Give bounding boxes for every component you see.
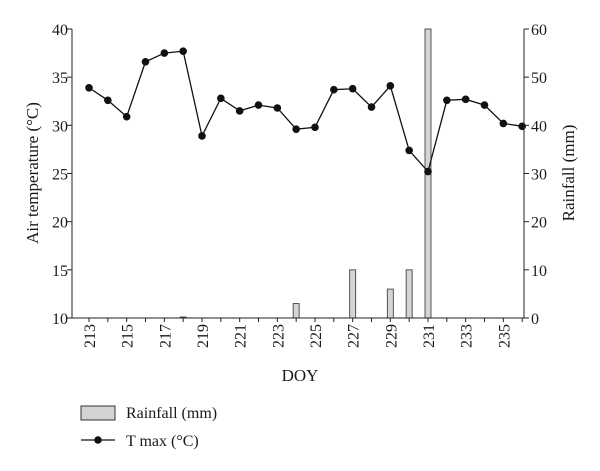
rainfall-bars: [179, 28, 432, 319]
x-ticks: 213 215 217 219 221 223 225 227 229 231 233 235: [82, 318, 523, 348]
legend-tmax-label: T max (°C): [126, 433, 199, 450]
x-tick-label: 213: [82, 324, 99, 348]
tmax-point: [141, 57, 150, 66]
tmax-line-series: [85, 47, 526, 176]
tmax-point: [198, 132, 206, 140]
tmax-point: [330, 85, 338, 94]
right-y-tick-label: 30: [531, 167, 547, 184]
legend-rainfall-swatch: [80, 405, 116, 421]
x-tick-label: 221: [233, 324, 250, 348]
tmax-point: [179, 47, 187, 55]
x-tick-label: 231: [421, 324, 438, 348]
tmax-point: [443, 96, 451, 105]
right-y-tick-label: 60: [531, 22, 547, 39]
x-tick-label: 219: [195, 324, 212, 348]
left-y-tick-label: 30: [52, 118, 68, 135]
x-tick-label: 215: [120, 324, 137, 348]
x-tick-label: 225: [308, 324, 325, 348]
left-y-tick-label: 25: [52, 167, 68, 184]
right-y-tick-label: 50: [531, 70, 547, 87]
tmax-point: [311, 123, 319, 132]
tmax-point: [424, 167, 432, 176]
left-y-tick-label: 15: [52, 263, 68, 280]
legend: Rainfall (mm) T max (°C): [80, 405, 217, 450]
left-y-tick-label: 20: [52, 215, 68, 232]
x-tick-label: 235: [496, 324, 513, 348]
rainfall-bar: [386, 288, 394, 319]
tmax-point: [235, 107, 244, 115]
left-y-ticks: 10 15 20 25 30 35 40: [52, 22, 72, 328]
tmax-point: [499, 119, 508, 128]
legend-tmax-marker: [94, 436, 102, 444]
tmax-point: [254, 101, 263, 109]
rainfall-bar: [405, 269, 413, 319]
x-tick-label: 223: [270, 324, 287, 348]
tmax-point: [292, 125, 300, 133]
x-tick-label: 217: [157, 324, 174, 348]
plot-area: [85, 28, 526, 319]
tmax-point: [518, 122, 526, 131]
tmax-point: [273, 104, 282, 112]
right-y-ticks: 0 10 20 30 40 50 60: [524, 22, 547, 328]
tmax-point: [348, 84, 357, 93]
tmax-point: [386, 82, 395, 90]
tmax-point: [480, 101, 489, 109]
tmax-line: [88, 50, 523, 173]
right-y-tick-label: 40: [531, 118, 547, 135]
tmax-point: [405, 146, 413, 155]
tmax-point: [367, 103, 376, 111]
right-y-tick-label: 20: [531, 215, 547, 232]
x-axis-title: DOY: [282, 366, 319, 385]
left-y-axis-title: Air temperature (°C): [23, 102, 42, 244]
right-y-tick-label: 10: [531, 263, 547, 280]
tmax-point: [217, 94, 225, 103]
tmax-point: [160, 49, 169, 57]
tmax-point: [461, 95, 470, 104]
tmax-point: [85, 83, 93, 92]
left-y-tick-label: 35: [52, 70, 68, 87]
rainfall-bar: [349, 269, 357, 319]
rainfall-bar: [292, 303, 300, 319]
tmax-point: [122, 112, 131, 121]
x-tick-label: 233: [459, 324, 476, 348]
x-tick-label: 229: [383, 324, 400, 348]
left-y-tick-label: 40: [52, 22, 68, 39]
left-y-tick-label: 10: [52, 311, 68, 328]
right-y-tick-label: 0: [531, 311, 539, 328]
legend-rainfall-label: Rainfall (mm): [126, 405, 217, 422]
x-tick-label: 227: [346, 324, 363, 348]
right-y-axis-title: Rainfall (mm): [559, 125, 578, 222]
tmax-point: [104, 96, 112, 105]
